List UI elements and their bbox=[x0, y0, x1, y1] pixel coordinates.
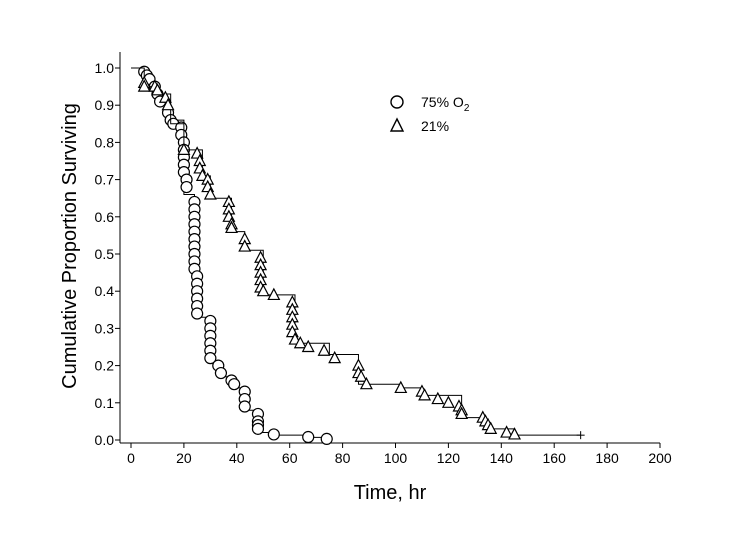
censored-point-triangle bbox=[394, 380, 408, 394]
legend-triangle-marker bbox=[389, 117, 405, 132]
censored-point-triangle bbox=[328, 350, 342, 364]
final-censor-mark bbox=[576, 431, 585, 440]
censored-point-triangle bbox=[484, 421, 498, 434]
y-tick-label: 0.2 bbox=[95, 358, 115, 374]
y-tick-label: 0.6 bbox=[95, 209, 115, 225]
censored-point-triangle bbox=[441, 395, 455, 408]
censored-point-triangle bbox=[150, 83, 164, 96]
x-tick-label: 0 bbox=[127, 450, 135, 466]
x-tick-label: 60 bbox=[282, 450, 298, 466]
y-axis: 0.0 0.1 0.2 0.3 0.4 0.5 0.6 0.7 0.8 0.9 1.0 bbox=[95, 52, 121, 448]
y-tick-label: 0.8 bbox=[95, 134, 115, 150]
censored-point-circle bbox=[238, 400, 251, 413]
x-tick-label: 160 bbox=[543, 450, 567, 466]
censored-point-triangle bbox=[137, 79, 151, 92]
x-tick-label: 40 bbox=[229, 450, 245, 466]
censored-point-triangle bbox=[431, 391, 445, 405]
legend-label-75-o2: 75% O2 bbox=[421, 94, 470, 114]
censored-point-triangle bbox=[256, 283, 270, 297]
y-axis-title: Cumulative Proportion Surviving bbox=[59, 103, 81, 389]
legend-entry-21: 21% bbox=[389, 117, 449, 134]
censored-point-triangle bbox=[508, 427, 522, 440]
x-axis: 0 20 40 60 80 100 120 140 160 180 200 bbox=[120, 442, 672, 466]
censored-point-triangle bbox=[500, 425, 514, 438]
y-tick-label: 0.0 bbox=[95, 432, 115, 448]
censored-point-circle bbox=[251, 422, 265, 435]
censored-point-triangle bbox=[418, 388, 432, 401]
x-tick-label: 20 bbox=[176, 450, 192, 466]
censored-point-triangle bbox=[238, 239, 252, 252]
x-tick-label: 80 bbox=[335, 450, 351, 466]
censored-point-circle bbox=[302, 430, 315, 444]
series-75-o2 bbox=[131, 65, 333, 445]
y-tick-label: 0.7 bbox=[95, 172, 115, 188]
x-tick-label: 180 bbox=[595, 450, 619, 466]
legend-label-75-o2-main: 75% O bbox=[421, 94, 464, 110]
censored-point-triangle bbox=[225, 220, 239, 234]
legend-circle-marker bbox=[390, 95, 404, 109]
censored-point-triangle bbox=[354, 369, 368, 382]
y-tick-label: 0.4 bbox=[95, 283, 115, 299]
censored-point-triangle bbox=[317, 343, 331, 356]
x-tick-label: 200 bbox=[648, 450, 672, 466]
x-ticks: 0 20 40 60 80 100 120 140 160 180 200 bbox=[127, 443, 672, 466]
x-tick-label: 140 bbox=[490, 450, 514, 466]
x-tick-label: 120 bbox=[437, 450, 461, 466]
legend-label-21: 21% bbox=[421, 118, 449, 134]
x-axis-title: Time, hr bbox=[354, 482, 427, 504]
censored-point-triangle bbox=[301, 339, 315, 353]
censored-point-circle bbox=[320, 432, 333, 445]
censored-point-circle bbox=[180, 180, 193, 194]
y-tick-label: 0.1 bbox=[95, 395, 115, 411]
censored-point-circle bbox=[191, 307, 204, 320]
censored-point-triangle bbox=[267, 287, 281, 301]
censored-point-triangle bbox=[177, 142, 191, 155]
x-tick-label: 100 bbox=[384, 450, 408, 466]
legend-label-75-o2-subscript: 2 bbox=[464, 103, 470, 114]
y-tick-label: 0.9 bbox=[95, 97, 115, 113]
legend: 75% O2 21% bbox=[389, 94, 470, 134]
censored-point-circle bbox=[204, 352, 217, 365]
series-layer bbox=[131, 65, 585, 445]
censored-point-triangle bbox=[359, 376, 373, 390]
censored-point-circle bbox=[214, 366, 228, 380]
censored-point-circle bbox=[228, 378, 241, 391]
y-tick-label: 1.0 bbox=[95, 60, 115, 76]
censored-point-triangle bbox=[455, 406, 469, 420]
censored-point-triangle bbox=[293, 335, 307, 349]
y-tick-label: 0.5 bbox=[95, 246, 115, 262]
y-tick-label: 0.3 bbox=[95, 320, 115, 336]
y-ticks: 0.0 0.1 0.2 0.3 0.4 0.5 0.6 0.7 0.8 0.9 1.0 bbox=[95, 60, 120, 448]
censored-point-triangle bbox=[161, 97, 175, 111]
censored-point-triangle bbox=[203, 187, 217, 200]
series-21 bbox=[131, 67, 581, 440]
censored-point-circle bbox=[267, 428, 280, 441]
legend-entry-75-o2: 75% O2 bbox=[390, 94, 470, 114]
